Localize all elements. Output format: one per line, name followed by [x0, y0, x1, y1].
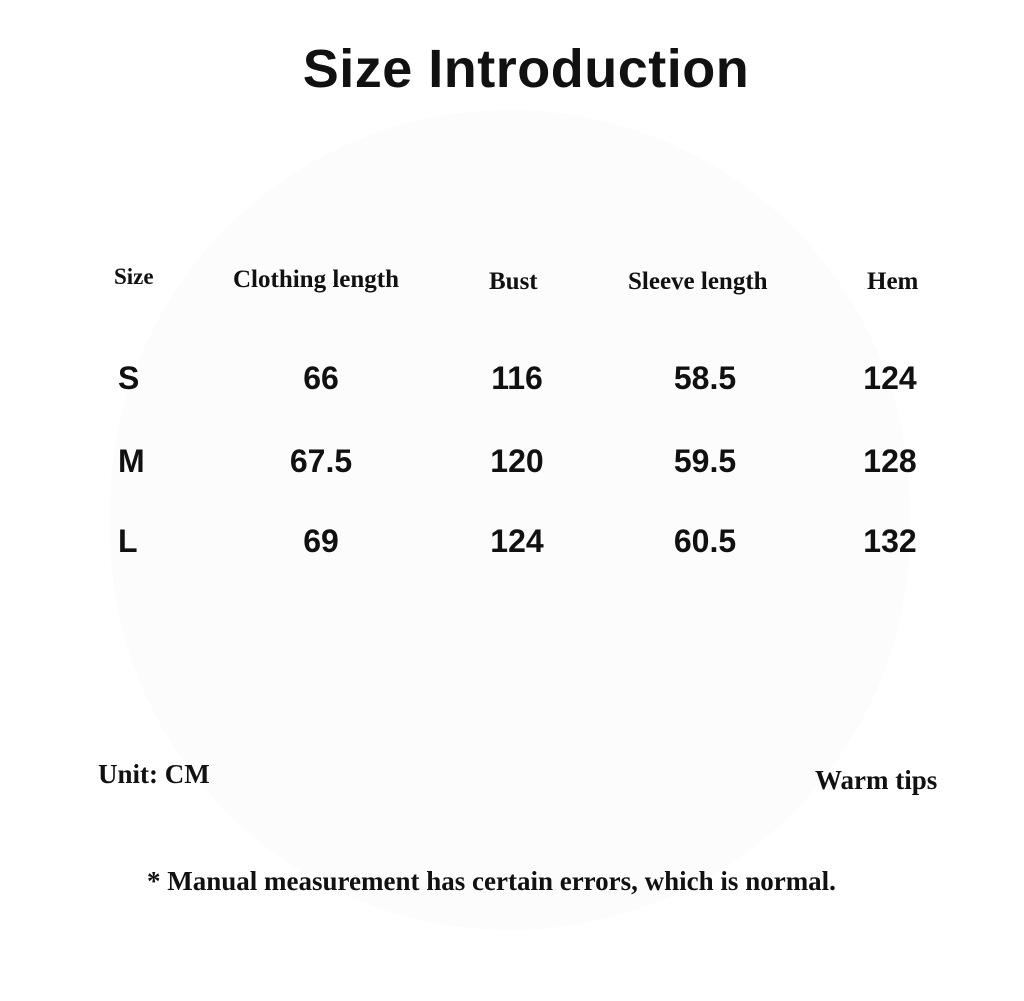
- hem-cell: 132: [863, 523, 917, 559]
- header-hem: Hem: [867, 268, 919, 295]
- hem-cell: 124: [863, 360, 917, 396]
- size-cell: L: [118, 523, 138, 559]
- bust-cell: 124: [490, 523, 544, 559]
- bust-cell: 116: [491, 360, 543, 396]
- bust-cell: 120: [490, 443, 544, 479]
- background-watermark: [110, 110, 910, 930]
- header-clothing-length: Clothing length: [233, 266, 400, 293]
- warm-tips-label: Warm tips: [815, 765, 938, 795]
- page-title: Size Introduction: [302, 39, 750, 99]
- header-sleeve-length: Sleeve length: [628, 268, 768, 295]
- hem-cell: 128: [863, 443, 917, 479]
- header-bust: Bust: [489, 268, 538, 295]
- size-cell: S: [118, 360, 140, 396]
- header-size: Size: [114, 264, 154, 289]
- clothing-length-cell: 67.5: [289, 443, 353, 479]
- footnote: * Manual measurement has certain errors,…: [147, 866, 836, 896]
- sleeve-length-cell: 60.5: [673, 523, 737, 559]
- sleeve-length-cell: 59.5: [673, 443, 737, 479]
- clothing-length-cell: 66: [303, 360, 339, 396]
- unit-label: Unit: CM: [98, 759, 210, 789]
- clothing-length-cell: 69: [303, 523, 339, 559]
- size-cell: M: [118, 443, 145, 479]
- sleeve-length-cell: 58.5: [673, 360, 737, 396]
